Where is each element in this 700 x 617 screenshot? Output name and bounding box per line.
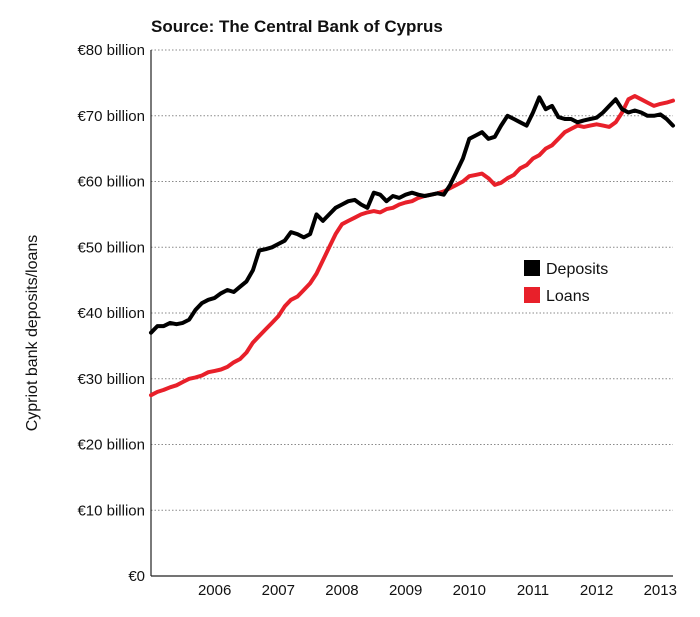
chart-title: Source: The Central Bank of Cyprus <box>151 17 443 36</box>
series-line-loans <box>149 94 675 398</box>
y-tick-label: €0 <box>128 568 145 585</box>
legend-swatch-loans <box>524 287 540 303</box>
y-tick-label: €80 billion <box>77 42 145 59</box>
x-tick-label: 2007 <box>262 582 295 599</box>
y-tick-label: €70 billion <box>77 108 145 125</box>
x-tick-label: 2009 <box>389 582 422 599</box>
legend-label-loans: Loans <box>546 288 590 305</box>
grid-lines <box>151 49 673 511</box>
series-line-deposits <box>149 95 675 335</box>
x-tick-label: 2012 <box>580 582 613 599</box>
y-tick-label: €60 billion <box>77 174 145 191</box>
x-axis-ticks: 2006 2007 2008 2009 2010 2011 2012 2013 <box>198 582 677 599</box>
y-axis-ticks: €0 €10 billion €20 billion €30 billion €40 b… <box>77 42 145 585</box>
legend: Deposits Loans <box>524 260 608 305</box>
x-tick-label: 2006 <box>198 582 231 599</box>
y-tick-label: €30 billion <box>77 371 145 388</box>
y-axis-label: Cypriot bank deposits/loans <box>24 235 41 432</box>
y-tick-label: €50 billion <box>77 239 145 256</box>
y-tick-label: €40 billion <box>77 305 145 322</box>
y-tick-label: €20 billion <box>77 437 145 454</box>
x-tick-label: 2013 <box>644 582 677 599</box>
series-lines <box>149 94 675 398</box>
y-tick-label: €10 billion <box>77 502 145 519</box>
x-tick-label: 2008 <box>325 582 358 599</box>
legend-label-deposits: Deposits <box>546 261 608 278</box>
x-tick-label: 2011 <box>517 582 549 599</box>
x-tick-label: 2010 <box>453 582 486 599</box>
legend-swatch-deposits <box>524 260 540 276</box>
